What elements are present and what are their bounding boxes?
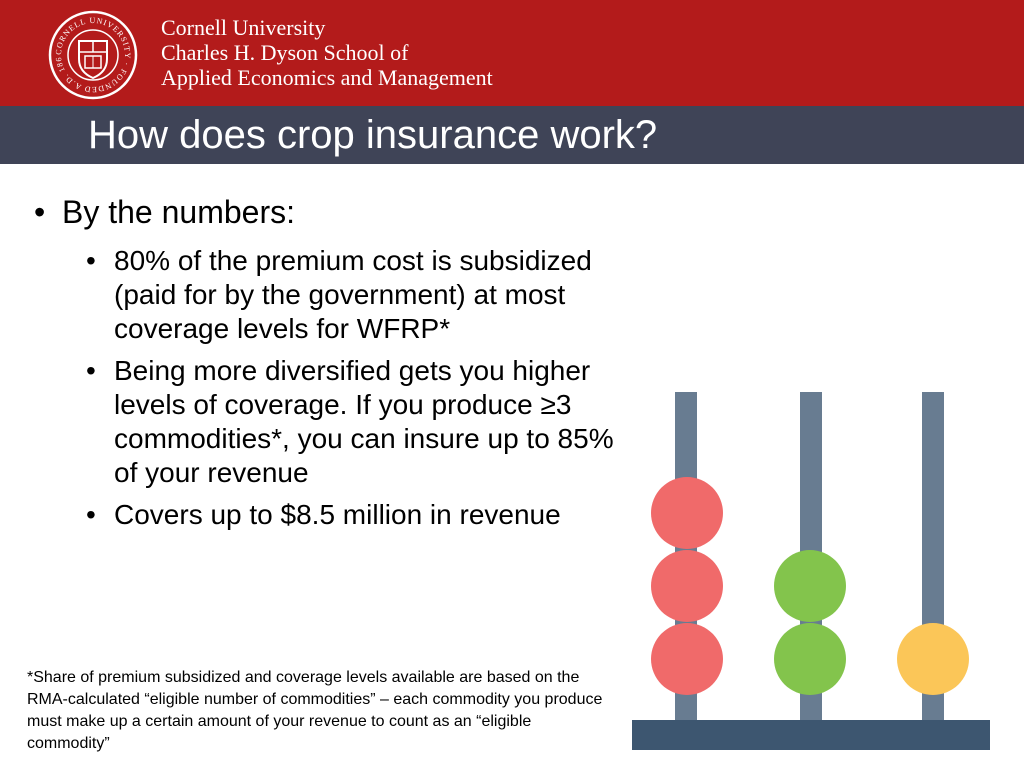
abacus-bead-red-3 — [651, 623, 723, 695]
abacus-bead-red-2 — [651, 550, 723, 622]
main-bullet: • By the numbers: — [34, 192, 634, 232]
title-band — [0, 106, 1024, 164]
abacus-illustration — [632, 392, 990, 750]
footnote: *Share of premium subsidized and coverag… — [27, 669, 603, 752]
abacus-bead-yellow-1 — [897, 623, 969, 695]
bullet-marker: • — [34, 194, 46, 230]
school-name-line2: Applied Economics and Management — [161, 65, 493, 90]
sub-bullet-text: Covers up to $8.5 million in revenue — [114, 499, 561, 530]
bullet-marker: • — [86, 245, 96, 276]
sub-bullet-diversification: • Being more diversified gets you higher… — [34, 354, 614, 490]
abacus-bead-red-1 — [651, 477, 723, 549]
abacus-bead-green-1 — [774, 550, 846, 622]
university-name: Cornell University — [161, 15, 326, 40]
bullet-marker: • — [86, 355, 96, 386]
abacus-bead-green-2 — [774, 623, 846, 695]
main-bullet-text: By the numbers: — [62, 194, 295, 230]
sub-bullet-subsidy: • 80% of the premium cost is subsidized … — [34, 244, 614, 346]
slide-body: • By the numbers: • 80% of the premium c… — [34, 192, 634, 540]
header-band — [0, 0, 1024, 106]
sub-bullet-text: 80% of the premium cost is subsidized (p… — [114, 245, 592, 344]
school-name-line1: Charles H. Dyson School of — [161, 40, 409, 65]
sub-bullet-coverage-limit: • Covers up to $8.5 million in revenue — [34, 498, 614, 532]
cornell-seal-logo: CORNELL UNIVERSITY · FOUNDED A.D. 1865 · — [48, 10, 138, 100]
slide-title: How does crop insurance work? — [88, 113, 658, 157]
sub-bullet-text: Being more diversified gets you higher l… — [114, 355, 614, 488]
organization-name: Cornell University Charles H. Dyson Scho… — [161, 15, 493, 90]
bullet-marker: • — [86, 499, 96, 530]
abacus-base — [632, 720, 990, 750]
